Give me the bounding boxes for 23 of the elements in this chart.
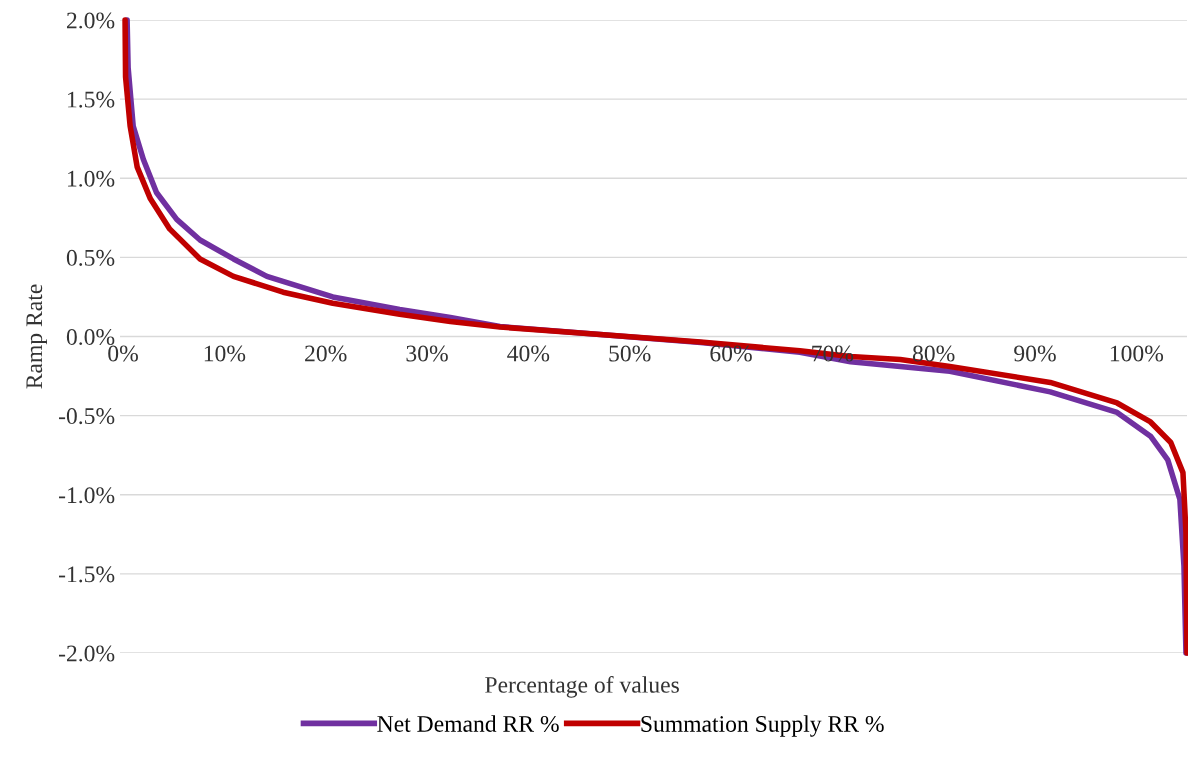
x-tick-label: 20%	[305, 345, 347, 362]
x-tick-label: 60%	[710, 345, 752, 362]
y-tick-label: -1.5%	[58, 566, 115, 583]
x-axis-title: Percentage of values	[485, 676, 679, 698]
y-tick-label: 0.5%	[66, 249, 115, 266]
y-tick-label: 0.0%	[66, 328, 115, 346]
x-tick-label: 40%	[507, 345, 550, 362]
x-tick-label: 100%	[1110, 345, 1164, 362]
y-tick-label: -1.0%	[58, 487, 115, 504]
x-tick-label: 0%	[108, 345, 138, 362]
x-tick-label: 80%	[912, 345, 955, 362]
y-tick-label: -2.0%	[58, 645, 115, 662]
y-axis-title: Ramp Rate	[26, 284, 47, 389]
y-tick-label: 1.0%	[68, 170, 115, 187]
legend-label: Summation Supply RR %	[641, 715, 884, 737]
x-tick-label: 90%	[1014, 345, 1056, 362]
y-tick-label: 1.5%	[68, 91, 115, 108]
legend-label: Net Demand RR %	[377, 715, 559, 732]
y-tick-label: -0.5%	[58, 408, 115, 425]
x-tick-label: 30%	[406, 345, 448, 362]
x-tick-label: 50%	[609, 345, 651, 362]
x-tick-label: 10%	[204, 345, 246, 362]
y-tick-label: 2.0%	[66, 12, 115, 29]
